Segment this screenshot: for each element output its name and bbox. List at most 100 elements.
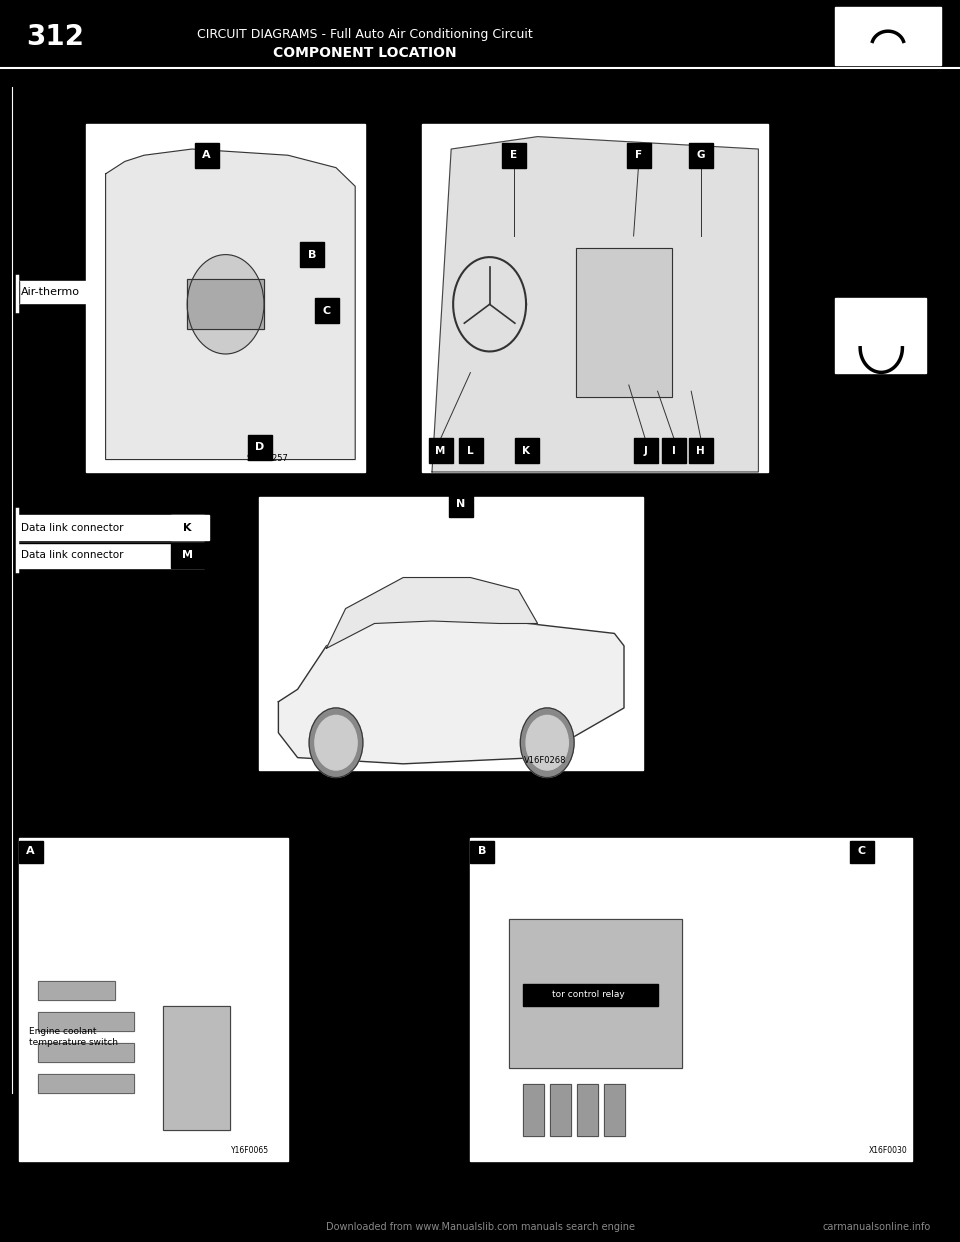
Bar xyxy=(515,438,539,463)
Polygon shape xyxy=(432,137,758,472)
Bar xyxy=(86,124,365,472)
Text: X16F0030: X16F0030 xyxy=(869,1146,907,1155)
Bar xyxy=(0,68,12,1242)
Bar xyxy=(171,543,209,568)
Text: carmanualsonline.info: carmanualsonline.info xyxy=(823,1222,931,1232)
Text: E: E xyxy=(510,150,517,160)
Bar xyxy=(38,1012,134,1031)
Bar xyxy=(163,1006,230,1130)
Bar xyxy=(550,1084,571,1136)
Bar xyxy=(315,298,339,323)
Bar xyxy=(163,1006,230,1130)
Bar xyxy=(577,1084,598,1136)
Text: V16F0268: V16F0268 xyxy=(524,756,566,765)
Text: CIRCUIT DIAGRAMS - Full Auto Air Conditioning Circuit: CIRCUIT DIAGRAMS - Full Auto Air Conditi… xyxy=(197,29,533,41)
Bar xyxy=(429,438,453,463)
Bar xyxy=(523,984,658,1006)
Bar xyxy=(17,281,161,303)
Text: C: C xyxy=(323,306,330,315)
Bar xyxy=(523,1084,544,1136)
Bar xyxy=(662,438,686,463)
Text: H: H xyxy=(696,446,706,456)
Bar xyxy=(187,279,264,329)
Text: J: J xyxy=(643,446,647,456)
Circle shape xyxy=(520,708,574,777)
Bar xyxy=(523,1084,544,1136)
Text: I: I xyxy=(672,446,676,456)
Bar xyxy=(634,438,658,463)
Text: G: G xyxy=(697,150,705,160)
Text: 312: 312 xyxy=(26,24,84,51)
Bar xyxy=(17,515,204,540)
Bar xyxy=(689,438,713,463)
Bar xyxy=(38,1074,134,1093)
Bar xyxy=(470,841,494,863)
Polygon shape xyxy=(278,615,624,764)
Bar xyxy=(300,242,324,267)
Text: S16F0257: S16F0257 xyxy=(246,455,288,463)
Bar xyxy=(38,1043,134,1062)
Text: M: M xyxy=(181,550,193,560)
Text: L19F0134
00002007: L19F0134 00002007 xyxy=(614,474,653,494)
Text: B: B xyxy=(308,250,316,260)
Bar xyxy=(502,143,526,168)
Bar xyxy=(17,543,204,568)
Bar xyxy=(19,15,91,60)
Bar xyxy=(38,1074,134,1093)
Text: A: A xyxy=(27,846,35,856)
Bar xyxy=(576,248,672,397)
Text: Data link connector: Data link connector xyxy=(21,523,124,533)
Bar xyxy=(38,981,115,1000)
Polygon shape xyxy=(106,149,355,460)
Text: L: L xyxy=(468,446,473,456)
Bar xyxy=(86,124,365,472)
Text: D: D xyxy=(254,442,264,452)
Circle shape xyxy=(309,708,363,777)
Bar xyxy=(509,919,682,1068)
Circle shape xyxy=(187,255,264,354)
Text: COMPONENT LOCATION: COMPONENT LOCATION xyxy=(273,46,457,61)
Circle shape xyxy=(315,715,357,770)
Bar xyxy=(550,1084,571,1136)
Bar xyxy=(38,1012,134,1031)
Bar xyxy=(577,1084,598,1136)
Bar xyxy=(689,143,713,168)
Bar xyxy=(459,438,483,463)
Text: B: B xyxy=(478,846,486,856)
Text: N: N xyxy=(456,499,466,509)
Bar xyxy=(0,0,960,68)
Text: K: K xyxy=(183,523,191,533)
Text: K: K xyxy=(522,446,530,456)
Bar xyxy=(576,248,672,397)
Bar xyxy=(38,981,115,1000)
Text: A: A xyxy=(203,150,210,160)
Text: C: C xyxy=(857,846,865,856)
Text: Engine coolant
temperature switch: Engine coolant temperature switch xyxy=(29,1027,118,1047)
Text: Downloaded from www.Manualslib.com manuals search engine: Downloaded from www.Manualslib.com manua… xyxy=(325,1222,635,1232)
Text: Y16F0065: Y16F0065 xyxy=(230,1146,269,1155)
Bar xyxy=(604,1084,625,1136)
Bar xyxy=(509,919,682,1068)
Bar xyxy=(19,838,288,1161)
Bar xyxy=(195,143,219,168)
Bar xyxy=(19,841,43,863)
Bar xyxy=(38,1043,134,1062)
Bar xyxy=(835,7,941,65)
Text: tor control relay: tor control relay xyxy=(552,990,625,1000)
Polygon shape xyxy=(326,578,538,648)
Bar xyxy=(171,515,209,540)
Bar xyxy=(259,497,643,770)
Bar xyxy=(604,1084,625,1136)
Text: F: F xyxy=(635,150,642,160)
Circle shape xyxy=(526,715,568,770)
Bar xyxy=(248,435,272,460)
Text: Data link connector: Data link connector xyxy=(21,550,124,560)
Bar xyxy=(835,298,926,373)
Bar xyxy=(470,838,912,1161)
Bar xyxy=(17,281,19,303)
Bar xyxy=(627,143,651,168)
Text: M: M xyxy=(436,446,445,456)
Text: Air-thermo: Air-thermo xyxy=(21,287,80,297)
Bar xyxy=(187,279,264,329)
Bar xyxy=(850,841,874,863)
